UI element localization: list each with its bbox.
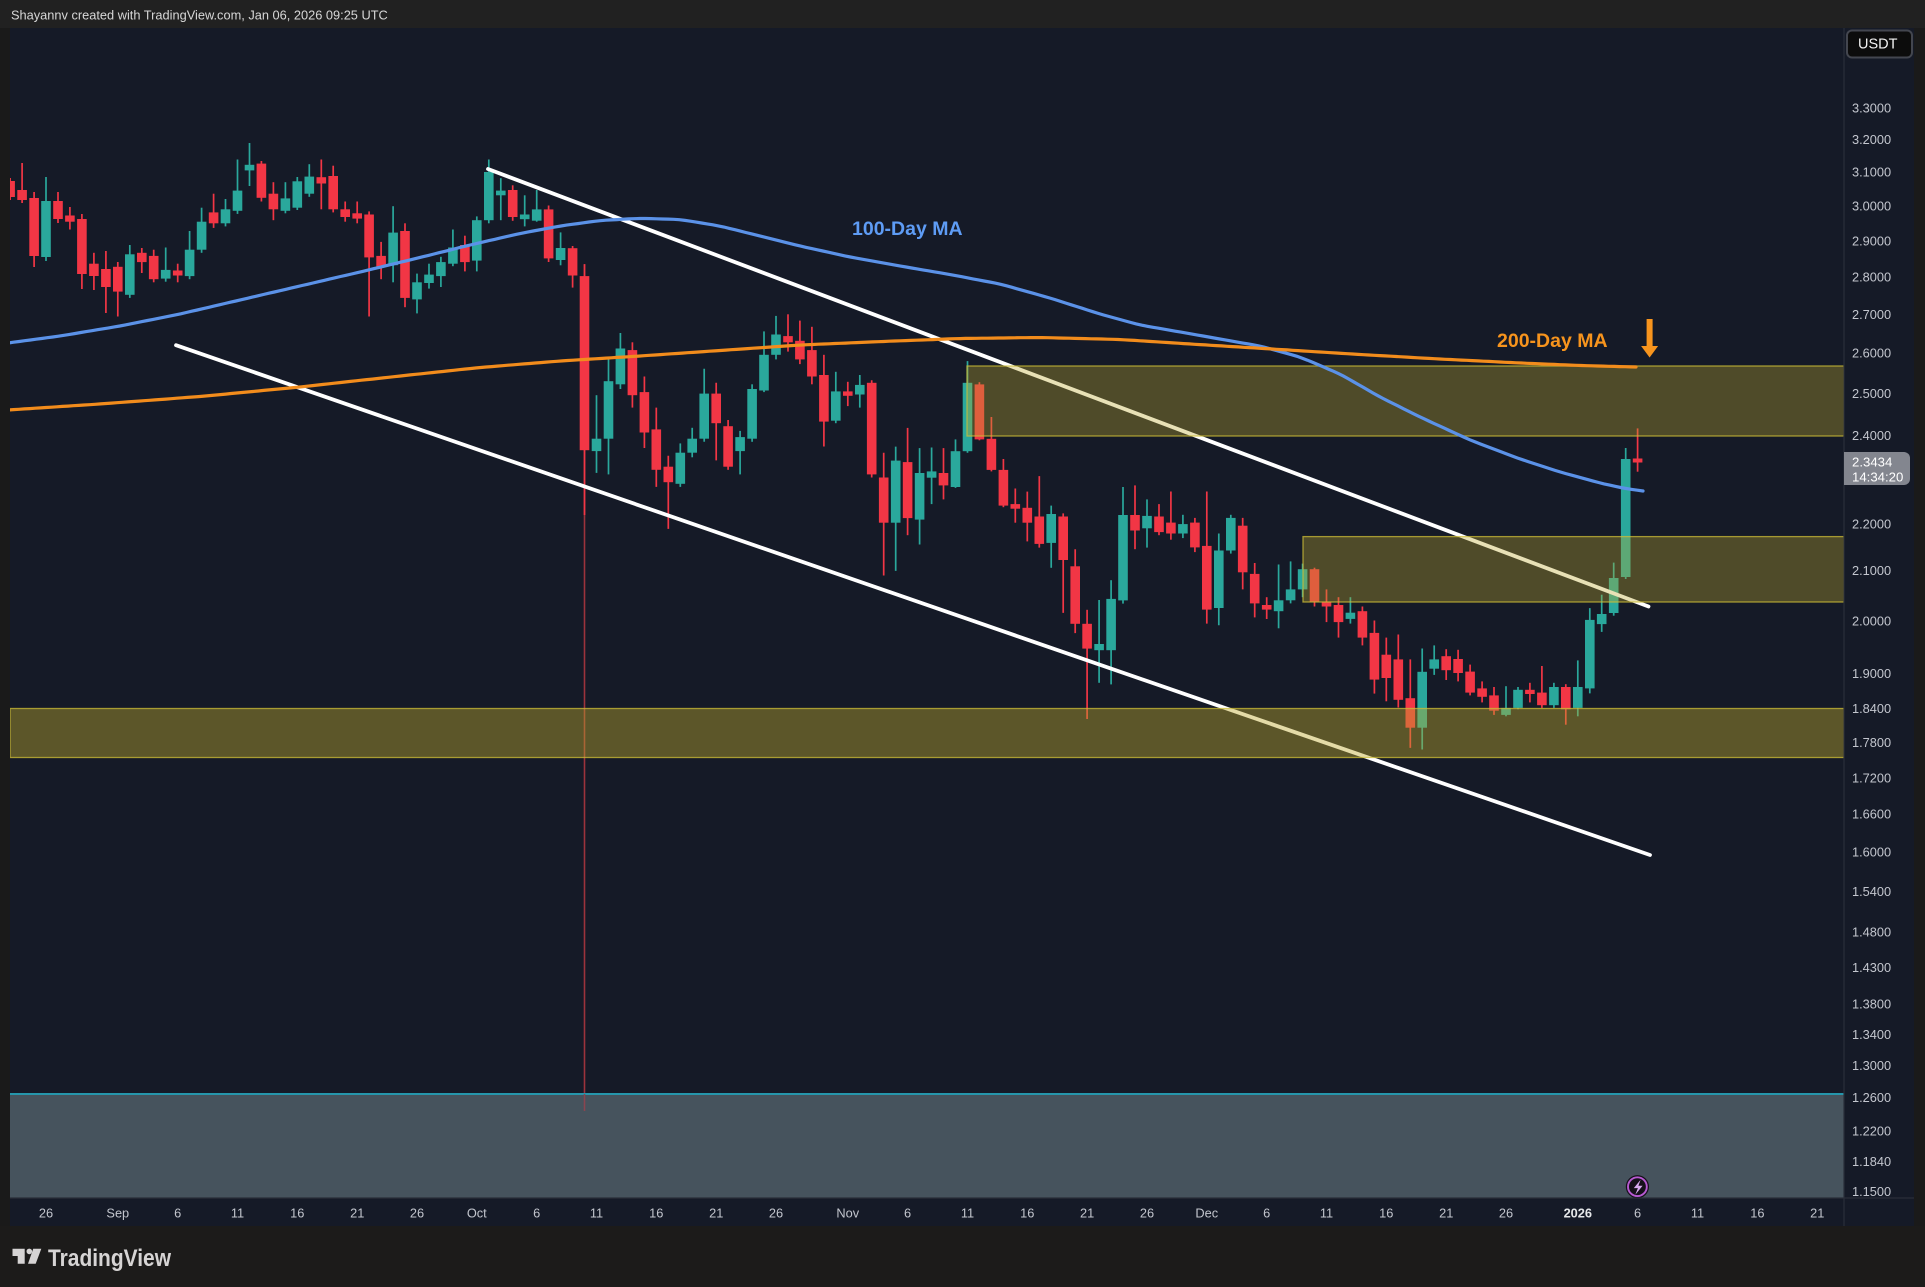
svg-text:100-Day MA: 100-Day MA <box>852 218 963 240</box>
svg-text:1.5400: 1.5400 <box>1852 884 1891 899</box>
svg-text:2.9000: 2.9000 <box>1852 233 1891 248</box>
svg-text:26: 26 <box>1499 1206 1513 1221</box>
svg-text:Shayannv created with TradingV: Shayannv created with TradingView.com, J… <box>11 8 388 23</box>
svg-text:14:34:20: 14:34:20 <box>1852 470 1903 485</box>
svg-text:21: 21 <box>350 1206 364 1221</box>
svg-text:200-Day MA: 200-Day MA <box>1497 330 1608 352</box>
svg-text:6: 6 <box>174 1206 181 1221</box>
svg-text:1.7200: 1.7200 <box>1852 770 1891 785</box>
svg-text:26: 26 <box>39 1206 53 1221</box>
svg-text:1.4800: 1.4800 <box>1852 925 1891 940</box>
svg-text:11: 11 <box>231 1206 244 1221</box>
svg-text:1.7800: 1.7800 <box>1852 735 1891 750</box>
svg-text:3.3000: 3.3000 <box>1852 101 1891 116</box>
svg-text:16: 16 <box>1379 1206 1393 1221</box>
svg-text:USDT: USDT <box>1858 37 1898 53</box>
svg-text:26: 26 <box>769 1206 783 1221</box>
svg-text:6: 6 <box>904 1206 911 1221</box>
svg-text:6: 6 <box>1263 1206 1270 1221</box>
svg-text:1.9000: 1.9000 <box>1852 666 1891 681</box>
svg-text:21: 21 <box>1080 1206 1094 1221</box>
svg-text:1.6600: 1.6600 <box>1852 807 1891 822</box>
svg-text:2026: 2026 <box>1564 1206 1592 1221</box>
svg-text:Oct: Oct <box>467 1206 487 1221</box>
svg-text:1.8400: 1.8400 <box>1852 701 1891 716</box>
svg-text:Sep: Sep <box>106 1206 129 1221</box>
svg-text:2.7000: 2.7000 <box>1852 307 1891 322</box>
svg-text:3.0000: 3.0000 <box>1852 199 1891 214</box>
svg-text:26: 26 <box>1140 1206 1154 1221</box>
svg-text:1.3800: 1.3800 <box>1852 997 1891 1012</box>
svg-text:2.0000: 2.0000 <box>1852 613 1891 628</box>
svg-text:2.5000: 2.5000 <box>1852 386 1891 401</box>
svg-text:11: 11 <box>961 1206 974 1221</box>
svg-text:TradingView: TradingView <box>48 1245 171 1272</box>
svg-text:26: 26 <box>410 1206 424 1221</box>
svg-text:21: 21 <box>709 1206 723 1221</box>
svg-text:16: 16 <box>290 1206 304 1221</box>
svg-text:16: 16 <box>1750 1206 1764 1221</box>
svg-text:2.8000: 2.8000 <box>1852 269 1891 284</box>
svg-text:16: 16 <box>649 1206 663 1221</box>
svg-text:6: 6 <box>533 1206 540 1221</box>
svg-text:1.2600: 1.2600 <box>1852 1090 1891 1105</box>
svg-text:3.2000: 3.2000 <box>1852 132 1891 147</box>
svg-text:1.6000: 1.6000 <box>1852 845 1891 860</box>
svg-text:11: 11 <box>590 1206 603 1221</box>
svg-text:3.1000: 3.1000 <box>1852 165 1891 180</box>
svg-text:1.3000: 1.3000 <box>1852 1058 1891 1073</box>
svg-text:6: 6 <box>1634 1206 1641 1221</box>
svg-text:2.1000: 2.1000 <box>1852 563 1891 578</box>
svg-text:2.3434: 2.3434 <box>1852 455 1892 470</box>
svg-text:21: 21 <box>1810 1206 1824 1221</box>
svg-text:16: 16 <box>1020 1206 1034 1221</box>
svg-text:1.2200: 1.2200 <box>1852 1123 1891 1138</box>
svg-text:1.3400: 1.3400 <box>1852 1027 1891 1042</box>
svg-text:Nov: Nov <box>836 1206 859 1221</box>
svg-text:2.2000: 2.2000 <box>1852 517 1891 532</box>
svg-text:2.4000: 2.4000 <box>1852 428 1891 443</box>
svg-text:11: 11 <box>1320 1206 1333 1221</box>
svg-text:1.1840: 1.1840 <box>1852 1154 1891 1169</box>
svg-text:1.4300: 1.4300 <box>1852 960 1891 975</box>
svg-text:11: 11 <box>1691 1206 1704 1221</box>
svg-text:2.6000: 2.6000 <box>1852 346 1891 361</box>
svg-text:1.1500: 1.1500 <box>1852 1184 1891 1199</box>
svg-text:21: 21 <box>1439 1206 1453 1221</box>
svg-text:Dec: Dec <box>1195 1206 1218 1221</box>
